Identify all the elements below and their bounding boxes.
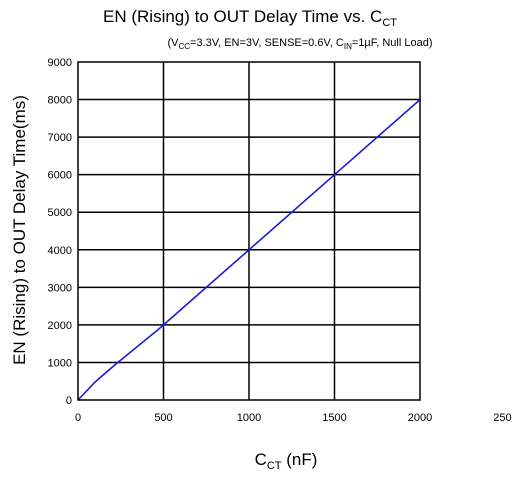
x-tick-label: 0: [75, 412, 81, 424]
chart-title-main: EN (Rising) to OUT Delay Time vs. C: [103, 7, 382, 26]
y-tick-label: 7000: [48, 132, 72, 144]
y-tick-label: 0: [66, 395, 72, 407]
x-axis-title-subscript: CT: [267, 460, 282, 472]
chart-title: EN (Rising) to OUT Delay Time vs. CCT: [103, 7, 397, 29]
chart-subtitle-part: =3.3V, EN=3V, SENSE=0.6V, C: [190, 37, 344, 49]
y-tick-label: 2000: [48, 320, 72, 332]
y-tick-label: 3000: [48, 282, 72, 294]
y-axis-title: EN (Rising) to OUT Delay Time(ms): [10, 95, 29, 365]
y-tick-label: 8000: [48, 95, 72, 107]
x-axis-title-main: C: [255, 450, 267, 469]
chart-subtitle-part: CC: [178, 42, 190, 51]
series-layer: [77, 98, 421, 401]
x-tick-label: 500: [154, 412, 172, 424]
chart-title-subscript: CT: [382, 17, 397, 29]
chart-subtitle-part: (V: [167, 37, 179, 49]
y-tick-label: 1000: [48, 357, 72, 369]
plot-frame: [77, 61, 421, 401]
series-line: [77, 98, 421, 401]
y-tick-label: 4000: [48, 245, 72, 257]
x-tick-label: 2000: [408, 412, 432, 424]
grid: [78, 62, 420, 400]
x-tick-label: 1000: [237, 412, 261, 424]
chart-subtitle-part: =1µF, Null Load): [352, 37, 433, 49]
y-tick-label: 6000: [48, 170, 72, 182]
y-tick-label: 9000: [48, 57, 72, 69]
chart-subtitle: (VCC=3.3V, EN=3V, SENSE=0.6V, CIN=1µF, N…: [167, 37, 432, 51]
x-axis-title: CCT (nF): [255, 450, 318, 472]
chart-subtitle-part: IN: [344, 42, 352, 51]
x-axis-title-unit: (nF): [282, 450, 318, 469]
x-tick-label: 1500: [322, 412, 346, 424]
y-tick-label: 5000: [48, 207, 72, 219]
y-axis-ticks: 0 1000 2000 3000 4000 5000 6000 7000 8000 9000: [48, 57, 72, 407]
